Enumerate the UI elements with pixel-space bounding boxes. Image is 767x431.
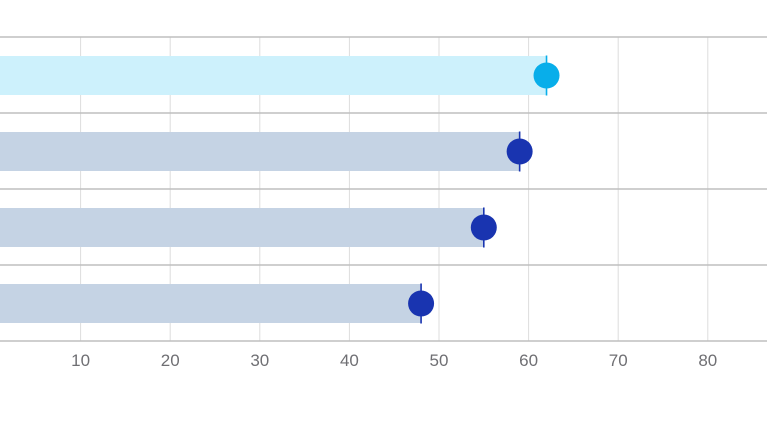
marker-dot-2 — [506, 138, 533, 165]
marker-dot-4 — [408, 290, 435, 317]
x-tick-label-30: 30 — [250, 351, 269, 370]
x-tick-label-20: 20 — [161, 351, 180, 370]
x-tick-label-80: 80 — [698, 351, 717, 370]
marker-dot-3 — [470, 214, 497, 241]
bars — [0, 56, 547, 323]
x-tick-label-40: 40 — [340, 351, 359, 370]
x-axis-tick-labels: 10 20 30 40 50 60 70 80 — [71, 351, 717, 370]
bar-3 — [0, 208, 484, 247]
row-separators — [0, 36, 767, 342]
bar-4 — [0, 284, 422, 323]
bar-1 — [0, 56, 547, 95]
value-markers — [408, 55, 560, 324]
marker-dot-1 — [533, 62, 560, 89]
x-tick-label-70: 70 — [609, 351, 628, 370]
x-tick-label-60: 60 — [519, 351, 538, 370]
x-tick-label-50: 50 — [430, 351, 449, 370]
x-tick-label-10: 10 — [71, 351, 90, 370]
bar-2 — [0, 132, 520, 171]
